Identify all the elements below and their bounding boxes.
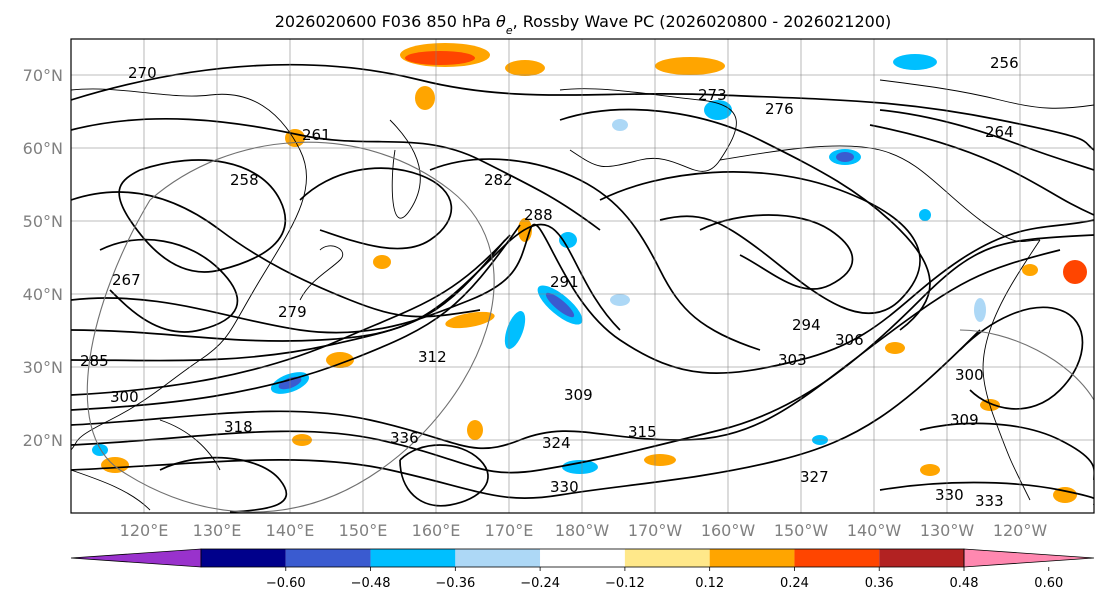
longitude-label: 130°E: [193, 521, 242, 540]
longitude-axis: 120°E 130°E 140°E 150°E 160°E 170°E 180°…: [120, 521, 1048, 540]
colorbar-tick-label: 0.36: [865, 576, 894, 591]
contour-label: 282: [484, 171, 513, 189]
contour-label: 312: [418, 348, 447, 366]
colorbar-frame: [200, 548, 965, 568]
contour-label: 300: [955, 366, 984, 384]
colorbar-tick-label: 0.12: [695, 576, 724, 591]
colorbar-tick-label: −0.36: [435, 576, 475, 591]
figure-title: 2026020600 F036 850 hPa θe, Rossby Wave …: [275, 12, 892, 37]
latitude-label: 60°N: [23, 139, 63, 158]
longitude-label: 170°E: [485, 521, 534, 540]
graticule: [71, 39, 1094, 513]
rossby-wave-shading: [92, 43, 1087, 503]
contour-label: 330: [550, 478, 579, 496]
longitude-label: 120°E: [120, 521, 169, 540]
latitude-label: 20°N: [23, 431, 63, 450]
colorbar-tick-label: −0.60: [266, 576, 306, 591]
colorbar-segment: [201, 549, 286, 567]
colorbar-segment: [624, 549, 710, 567]
contour-label: 309: [950, 411, 979, 429]
colorbar-tick-label: 0.48: [950, 576, 979, 591]
longitude-label: 150°W: [774, 521, 829, 540]
colorbar-tick-label: −0.24: [520, 576, 560, 591]
colorbar-extend-low: [70, 548, 202, 568]
longitude-label: 120°W: [993, 521, 1048, 540]
colorbar-segment: [794, 549, 880, 567]
colorbar-tick-label: 0.24: [780, 576, 809, 591]
contour-label: 270: [128, 64, 157, 82]
contour-label: 294: [792, 316, 821, 334]
latitude-axis: 70°N 60°N 50°N 40°N 30°N 20°N: [23, 66, 63, 450]
contour-label: 276: [765, 100, 794, 118]
map-frame: [70, 38, 1095, 514]
colorbar-segment: [370, 549, 456, 567]
contour-label: 264: [985, 123, 1014, 141]
contour-label: 318: [224, 418, 253, 436]
longitude-label: 180°W: [555, 521, 610, 540]
longitude-label: 140°E: [266, 521, 315, 540]
colorbar-tick-label: −0.48: [351, 576, 391, 591]
contour-labels: 270 267 261 258 273 276 264 256 282 288 …: [80, 54, 1019, 510]
theta-e-contours: [71, 63, 1094, 513]
contour-label: 315: [628, 423, 657, 441]
coastlines: [71, 79, 1094, 511]
contour-label: 324: [542, 434, 571, 452]
contour-label: 333: [975, 492, 1004, 510]
contour-label: 261: [302, 126, 331, 144]
colorbar-segment: [455, 549, 541, 567]
latitude-label: 30°N: [23, 358, 63, 377]
contour-label: 306: [835, 331, 864, 349]
colorbar: −0.60 −0.48 −0.36 −0.24 −0.12 0.12 0.24 0.36 0.4…: [70, 548, 1095, 591]
colorbar-tick-label: −0.12: [605, 576, 645, 591]
colorbar-extend-high: [963, 548, 1095, 568]
contour-label: 256: [990, 54, 1019, 72]
contour-label: 288: [524, 206, 553, 224]
colorbar-tick-label: 0.60: [1034, 576, 1063, 591]
projection-arcs: [86, 141, 1094, 513]
latitude-label: 50°N: [23, 212, 63, 231]
colorbar-segment: [879, 549, 964, 567]
contour-label: 267: [112, 271, 141, 289]
contour-label: 330: [935, 486, 964, 504]
longitude-label: 160°E: [412, 521, 461, 540]
latitude-label: 70°N: [23, 66, 63, 85]
longitude-label: 160°W: [701, 521, 756, 540]
contour-label: 279: [278, 303, 307, 321]
longitude-label: 150°E: [339, 521, 388, 540]
colorbar-segment: [540, 549, 625, 567]
contour-label: 327: [800, 468, 829, 486]
longitude-label: 170°W: [628, 521, 683, 540]
contour-label: 336: [390, 429, 419, 447]
contour-label: 309: [564, 386, 593, 404]
latitude-label: 40°N: [23, 285, 63, 304]
longitude-label: 140°W: [847, 521, 902, 540]
contour-label: 300: [110, 388, 139, 406]
contour-label: 303: [778, 351, 807, 369]
longitude-label: 130°W: [920, 521, 975, 540]
contour-label: 273: [698, 86, 727, 104]
colorbar-segment: [285, 549, 371, 567]
contour-label: 258: [230, 171, 259, 189]
contour-label: 291: [550, 273, 579, 291]
contour-label: 285: [80, 352, 109, 370]
colorbar-segment: [709, 549, 795, 567]
map-panel: 270 267 261 258 273 276 264 256 282 288 …: [70, 38, 1095, 514]
